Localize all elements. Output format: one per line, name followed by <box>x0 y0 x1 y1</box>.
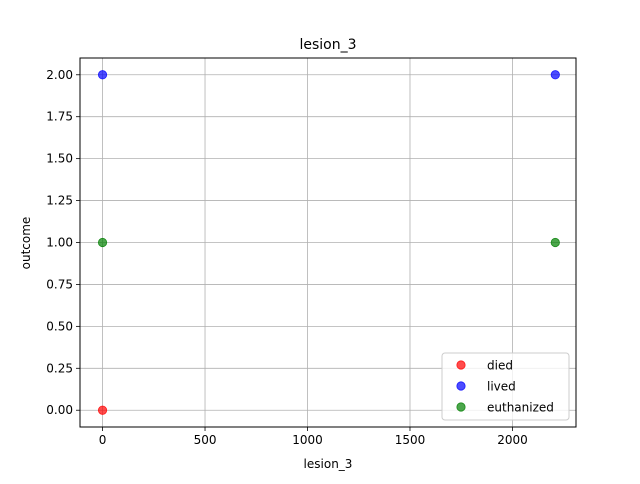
data-point-lived <box>97 70 108 80</box>
chart-title: lesion_3 <box>299 37 356 53</box>
legend-marker-lived <box>456 381 466 391</box>
legend-marker-euthanized <box>456 402 466 412</box>
y-tick-label: 0.50 <box>46 319 73 333</box>
legend-label-died: died <box>487 359 513 373</box>
data-point-died <box>97 405 108 415</box>
y-tick-label: 0.75 <box>46 277 73 291</box>
data-points <box>97 70 560 415</box>
legend-box <box>441 352 570 421</box>
data-point-euthanized <box>550 237 560 248</box>
legend-label-lived: lived <box>487 380 516 394</box>
data-point-euthanized <box>97 237 108 248</box>
data-point-lived <box>550 70 560 80</box>
legend-label-euthanized: euthanized <box>487 401 554 415</box>
x-tick-label: 1000 <box>292 433 323 447</box>
y-tick-label: 1.75 <box>46 110 73 124</box>
legend-marker-died <box>456 360 466 370</box>
y-tick-label: 1.50 <box>46 152 73 166</box>
x-tick-label: 0 <box>99 433 107 447</box>
axis-ticks: 0 500 1000 1500 2000 0.00 0.25 0.50 0.75 1.00 1.25… <box>46 68 527 447</box>
y-tick-label: 1.25 <box>46 194 73 208</box>
y-tick-label: 0.00 <box>46 403 73 417</box>
legend: died lived euthanized <box>441 352 570 421</box>
y-axis-label: outcome <box>19 217 33 270</box>
x-tick-label: 2000 <box>497 433 528 447</box>
x-tick-label: 500 <box>194 433 217 447</box>
x-axis-label: lesion_3 <box>304 457 353 471</box>
y-tick-label: 1.00 <box>46 236 73 250</box>
y-tick-label: 2.00 <box>46 68 73 82</box>
grid-lines <box>80 58 576 427</box>
y-tick-label: 0.25 <box>46 361 73 375</box>
x-tick-label: 1500 <box>395 433 426 447</box>
